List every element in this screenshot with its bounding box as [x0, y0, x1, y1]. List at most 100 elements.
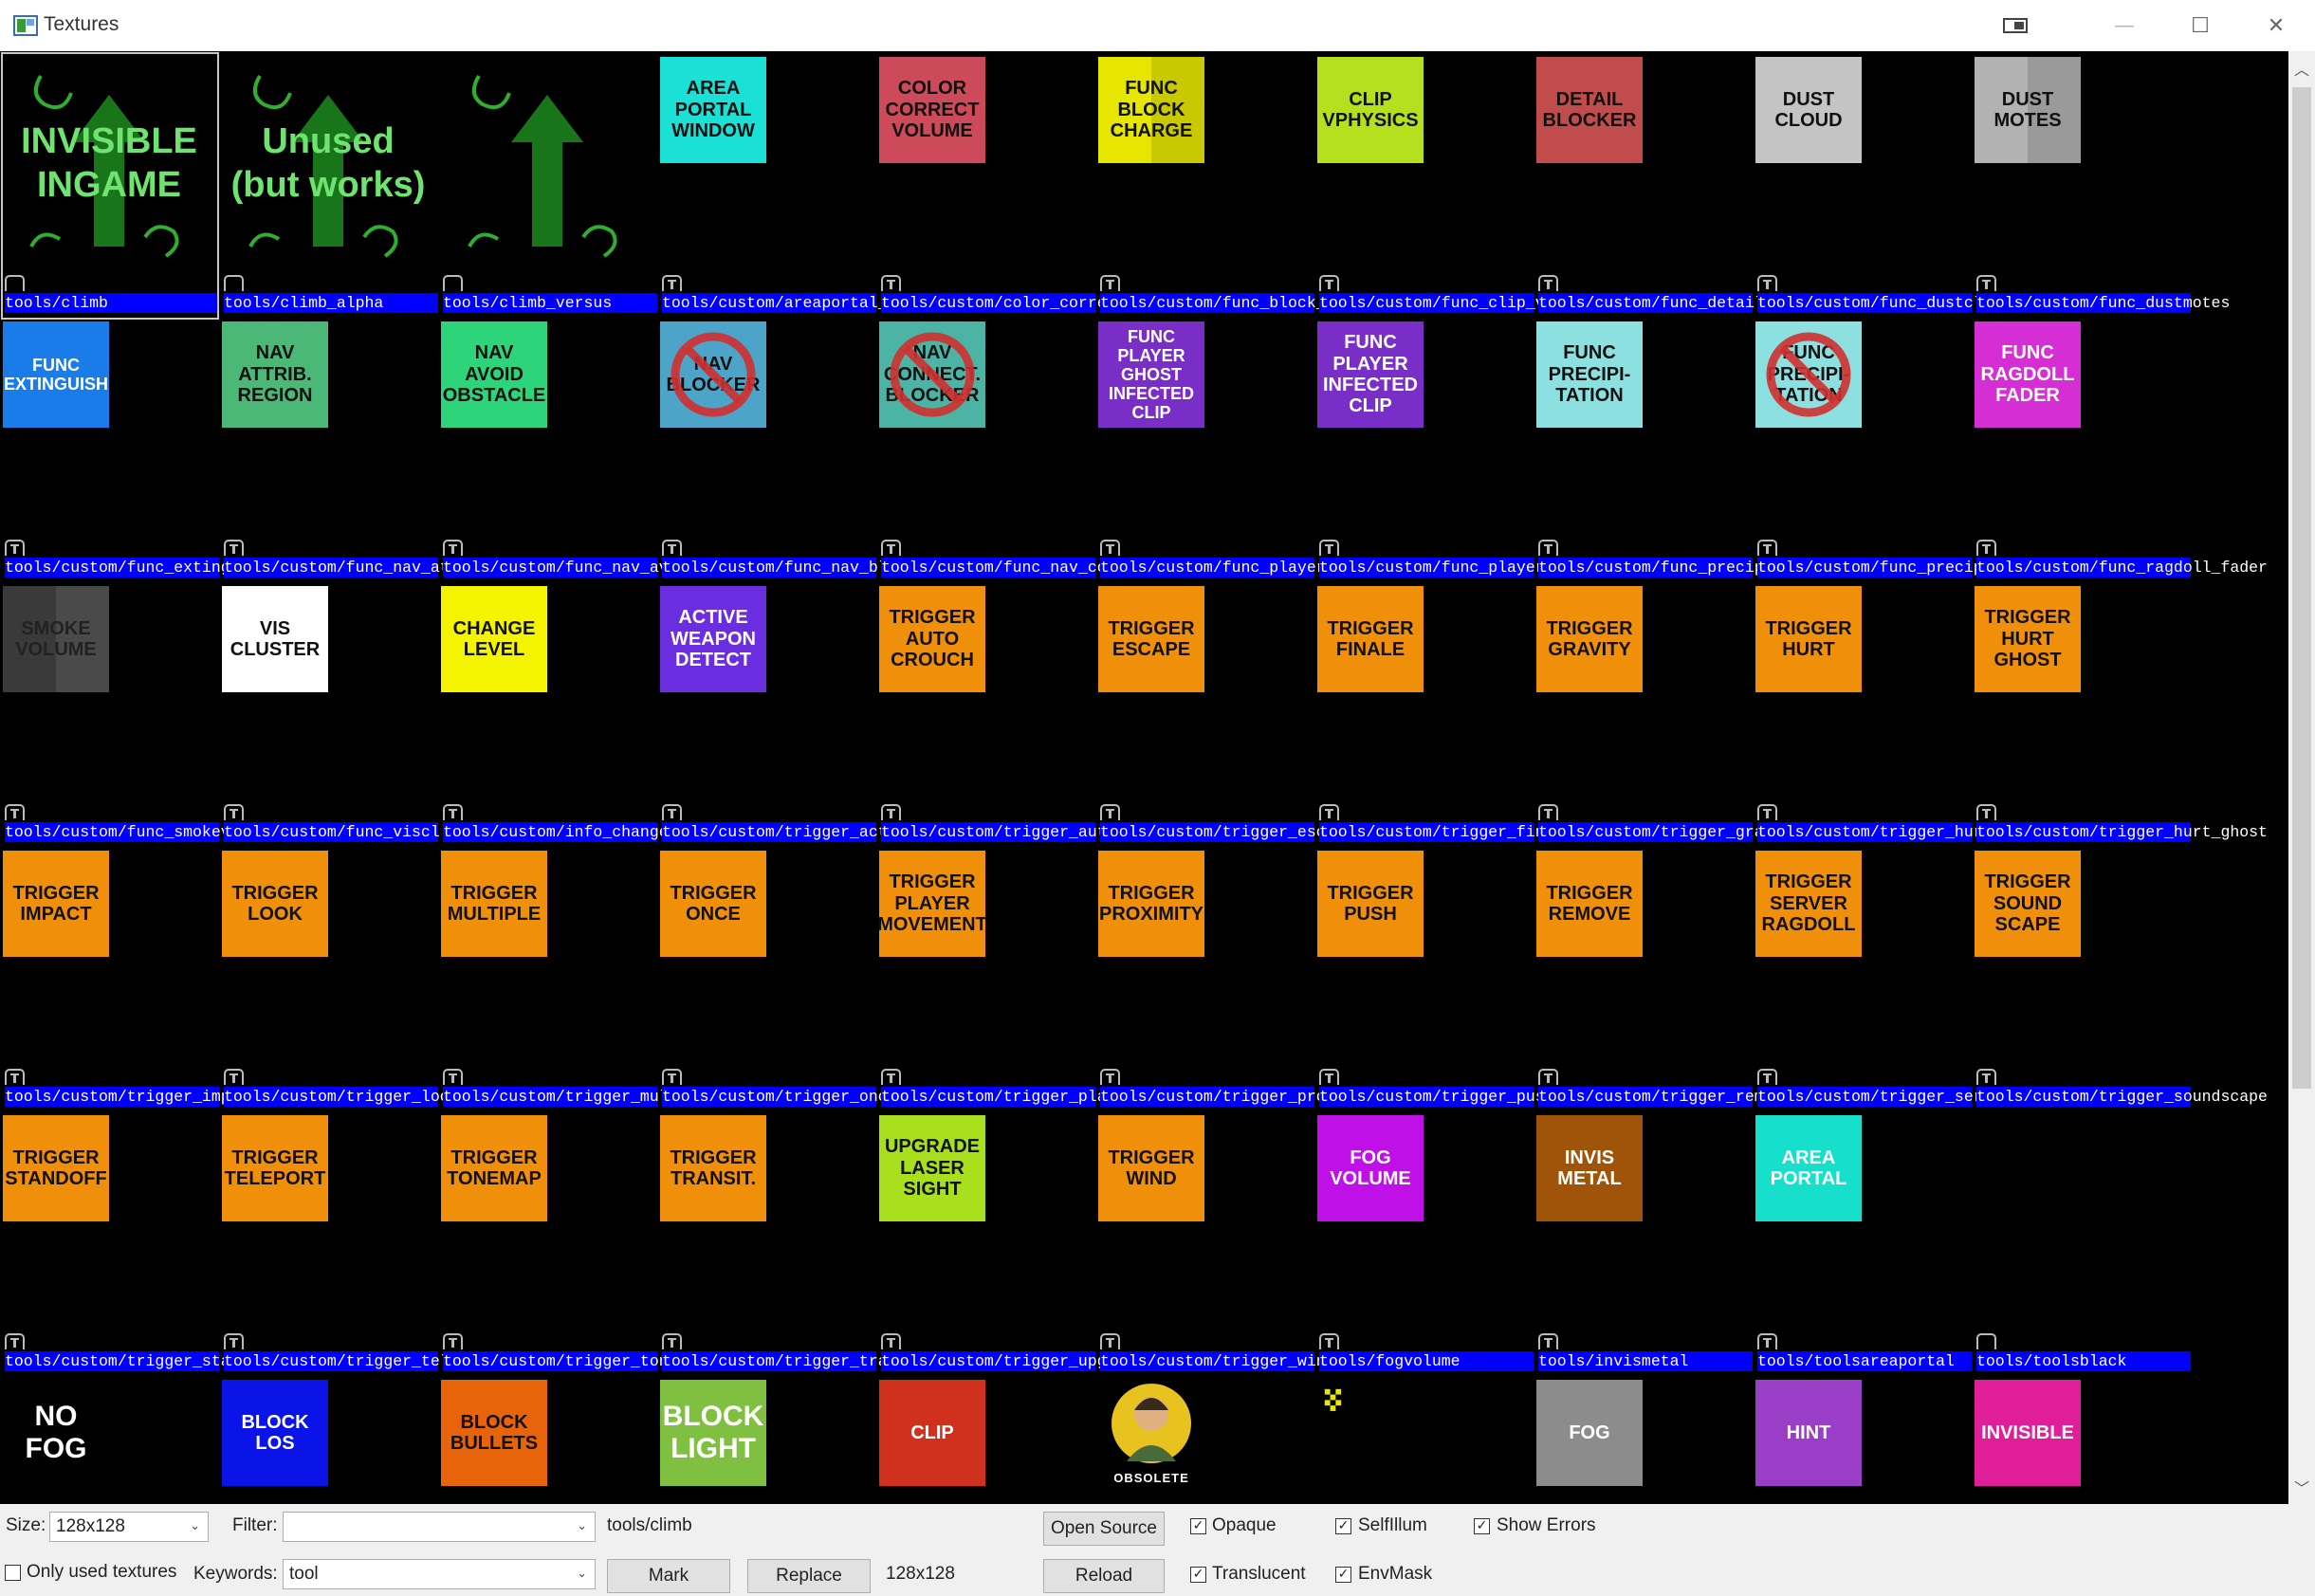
- texture-cell[interactable]: TRIGGER ESCAPE tools/custom/trigger_esc: [1095, 580, 1326, 845]
- texture-thumbnail[interactable]: TRIGGER GRAVITY: [1536, 586, 1643, 692]
- texture-thumbnail[interactable]: AREA PORTAL WINDOW: [660, 57, 766, 163]
- texture-cell[interactable]: FUNC PLAYER GHOST INFECTED CLIP tools/cus…: [1095, 316, 1326, 580]
- texture-thumbnail[interactable]: CLIP: [879, 1380, 985, 1486]
- texture-cell[interactable]: BLOCK LOS: [219, 1374, 438, 1504]
- texture-thumbnail[interactable]: NAV CONNECT. BLOCKER: [879, 321, 985, 428]
- texture-cell[interactable]: TRIGGER HURT GHOST tools/custom/trigger_h…: [1972, 580, 2268, 845]
- texture-cell[interactable]: ACTIVE WEAPON DETECT tools/custom/trigger…: [657, 580, 888, 845]
- texture-cell[interactable]: FUNC PRECIPI- TATION tools/custom/func_pr…: [1753, 316, 1983, 580]
- reload-button[interactable]: Reload: [1043, 1559, 1165, 1593]
- texture-thumbnail[interactable]: CHANGE LEVEL: [441, 586, 547, 692]
- texture-cell[interactable]: TRIGGER GRAVITY tools/custom/trigger_gra: [1534, 580, 1764, 845]
- texture-cell[interactable]: TRIGGER TRANSIT. tools/custom/trigger_tra: [657, 1110, 888, 1374]
- texture-thumbnail[interactable]: TRIGGER LOOK: [222, 851, 328, 957]
- texture-cell[interactable]: TRIGGER SOUND SCAPE tools/custom/trigger_…: [1972, 845, 2268, 1110]
- texture-thumbnail[interactable]: DETAIL BLOCKER: [1536, 57, 1643, 163]
- size-select[interactable]: 128x128 ⌄: [49, 1512, 209, 1542]
- texture-cell[interactable]: NO FOG: [0, 1374, 219, 1504]
- texture-cell[interactable]: INVISIBLE: [1972, 1374, 2191, 1504]
- texture-cell[interactable]: TRIGGER STANDOFF tools/custom/trigger_sta: [0, 1110, 230, 1374]
- vertical-scrollbar[interactable]: ︿ ﹀: [2288, 51, 2315, 1504]
- texture-cell[interactable]: Unused (but works) tools/climb_alpha: [219, 51, 438, 316]
- texture-thumbnail[interactable]: TRIGGER ONCE: [660, 851, 766, 957]
- texture-thumbnail[interactable]: TRIGGER TRANSIT.: [660, 1115, 766, 1221]
- replace-button[interactable]: Replace: [747, 1559, 871, 1593]
- texture-cell[interactable]: tools/toolsblack: [1972, 1110, 2191, 1374]
- texture-thumbnail[interactable]: AREA PORTAL: [1755, 1115, 1862, 1221]
- texture-thumbnail[interactable]: TRIGGER SERVER RAGDOLL: [1755, 851, 1862, 957]
- mark-button[interactable]: Mark: [607, 1559, 730, 1593]
- texture-cell[interactable]: NAV ATTRIB. REGION tools/custom/func_nav_…: [219, 316, 450, 580]
- texture-cell[interactable]: TRIGGER PUSH tools/custom/trigger_pus: [1314, 845, 1545, 1110]
- texture-grid[interactable]: INVISIBLE INGAME tools/climb Unused (but w…: [0, 51, 2288, 1504]
- show-errors-checkbox[interactable]: ✓: [1474, 1518, 1490, 1534]
- texture-thumbnail[interactable]: TRIGGER HURT: [1755, 586, 1862, 692]
- opaque-checkbox[interactable]: ✓: [1190, 1518, 1206, 1534]
- texture-cell[interactable]: TRIGGER ONCE tools/custom/trigger_onc: [657, 845, 888, 1110]
- texture-thumbnail[interactable]: VIS CLUSTER: [222, 586, 328, 692]
- texture-cell[interactable]: BLOCK BULLETS: [438, 1374, 657, 1504]
- texture-cell[interactable]: FOG VOLUME tools/fogvolume: [1314, 1110, 1534, 1374]
- texture-thumbnail[interactable]: FOG: [1536, 1380, 1643, 1486]
- texture-thumbnail[interactable]: TRIGGER MULTIPLE: [441, 851, 547, 957]
- texture-cell[interactable]: TRIGGER TONEMAP tools/custom/trigger_ton: [438, 1110, 669, 1374]
- texture-thumbnail[interactable]: TRIGGER WIND: [1098, 1115, 1204, 1221]
- texture-cell[interactable]: TRIGGER IMPACT tools/custom/trigger_imp: [0, 845, 230, 1110]
- texture-thumbnail[interactable]: INVIS METAL: [1536, 1115, 1643, 1221]
- texture-thumbnail[interactable]: ACTIVE WEAPON DETECT: [660, 586, 766, 692]
- open-source-button[interactable]: Open Source: [1043, 1512, 1165, 1546]
- texture-thumbnail[interactable]: FUNC BLOCK CHARGE: [1098, 57, 1204, 163]
- texture-thumbnail[interactable]: FUNC RAGDOLL FADER: [1975, 321, 2081, 428]
- texture-cell[interactable]: TRIGGER FINALE tools/custom/trigger_fin: [1314, 580, 1545, 845]
- texture-cell[interactable]: VIS CLUSTER tools/custom/func_viscl: [219, 580, 440, 845]
- texture-cell[interactable]: TRIGGER SERVER RAGDOLL tools/custom/trigg…: [1753, 845, 1983, 1110]
- texture-cell[interactable]: FUNC EXTINGUISH tools/custom/func_exting: [0, 316, 230, 580]
- texture-thumbnail[interactable]: FUNC PRECIPI- TATION: [1536, 321, 1643, 428]
- texture-thumbnail[interactable]: TRIGGER PLAYER MOVEMENT: [879, 851, 985, 957]
- texture-thumbnail[interactable]: FUNC PRECIPI- TATION: [1755, 321, 1862, 428]
- texture-thumbnail[interactable]: OBSOLETE: [1098, 1380, 1204, 1486]
- translucent-checkbox[interactable]: ✓: [1190, 1567, 1206, 1583]
- texture-thumbnail[interactable]: [1317, 1380, 1424, 1486]
- texture-cell[interactable]: TRIGGER LOOK tools/custom/trigger_loo: [219, 845, 450, 1110]
- texture-thumbnail[interactable]: TRIGGER AUTO CROUCH: [879, 586, 985, 692]
- texture-cell[interactable]: OBSOLETE: [1095, 1374, 1314, 1504]
- texture-cell[interactable]: TRIGGER REMOVE tools/custom/trigger_rem: [1534, 845, 1764, 1110]
- texture-thumbnail[interactable]: BLOCK BULLETS: [441, 1380, 547, 1486]
- texture-cell[interactable]: INVISIBLE INGAME tools/climb: [0, 51, 219, 320]
- texture-cell[interactable]: AREA PORTAL WINDOW tools/custom/areaporta…: [657, 51, 888, 316]
- filter-input[interactable]: ⌄: [283, 1512, 596, 1542]
- texture-thumbnail[interactable]: CLIP VPHYSICS: [1317, 57, 1424, 163]
- texture-thumbnail[interactable]: TRIGGER FINALE: [1317, 586, 1424, 692]
- texture-thumbnail[interactable]: BLOCK LIGHT: [660, 1380, 766, 1486]
- texture-thumbnail[interactable]: TRIGGER STANDOFF: [3, 1115, 109, 1221]
- scroll-down-button[interactable]: ﹀: [2288, 1474, 2315, 1500]
- texture-thumbnail[interactable]: TRIGGER TELEPORT: [222, 1115, 328, 1221]
- close-button[interactable]: ✕: [2238, 0, 2314, 51]
- texture-cell[interactable]: FUNC PLAYER INFECTED CLIP tools/custom/fu…: [1314, 316, 1545, 580]
- texture-cell[interactable]: TRIGGER MULTIPLE tools/custom/trigger_mul: [438, 845, 669, 1110]
- scrollbar-thumb[interactable]: [2292, 87, 2311, 1089]
- texture-cell[interactable]: INVIS METAL tools/invismetal: [1534, 1110, 1753, 1374]
- texture-thumbnail[interactable]: FUNC EXTINGUISH: [3, 321, 109, 428]
- texture-cell[interactable]: DUST MOTES tools/custom/func_dustmotes: [1972, 51, 2230, 316]
- texture-thumbnail[interactable]: HINT: [1755, 1380, 1862, 1486]
- texture-thumbnail[interactable]: SMOKE VOLUME: [3, 586, 109, 692]
- texture-thumbnail[interactable]: INVISIBLE: [1975, 1380, 2081, 1486]
- texture-thumbnail[interactable]: FUNC PLAYER INFECTED CLIP: [1317, 321, 1424, 428]
- texture-thumbnail[interactable]: INVISIBLE INGAME: [3, 57, 215, 269]
- texture-thumbnail[interactable]: [1975, 1115, 2081, 1221]
- texture-thumbnail[interactable]: NAV BLOCKER: [660, 321, 766, 428]
- texture-cell[interactable]: tools/climb_versus: [438, 51, 657, 316]
- selfillum-checkbox[interactable]: ✓: [1335, 1518, 1351, 1534]
- texture-thumbnail[interactable]: FOG VOLUME: [1317, 1115, 1424, 1221]
- minimize-button[interactable]: —: [2086, 0, 2162, 51]
- texture-thumbnail[interactable]: TRIGGER HURT GHOST: [1975, 586, 2081, 692]
- texture-thumbnail[interactable]: TRIGGER PROXIMITY: [1098, 851, 1204, 957]
- texture-thumbnail[interactable]: Unused (but works): [222, 57, 434, 269]
- scroll-up-button[interactable]: ︿: [2288, 55, 2315, 82]
- texture-cell[interactable]: CLIP VPHYSICS tools/custom/func_clip_v: [1314, 51, 1545, 316]
- texture-thumbnail[interactable]: TRIGGER ESCAPE: [1098, 586, 1204, 692]
- texture-cell[interactable]: SMOKE VOLUME tools/custom/func_smokev: [0, 580, 230, 845]
- texture-cell[interactable]: CLIP: [876, 1374, 1095, 1504]
